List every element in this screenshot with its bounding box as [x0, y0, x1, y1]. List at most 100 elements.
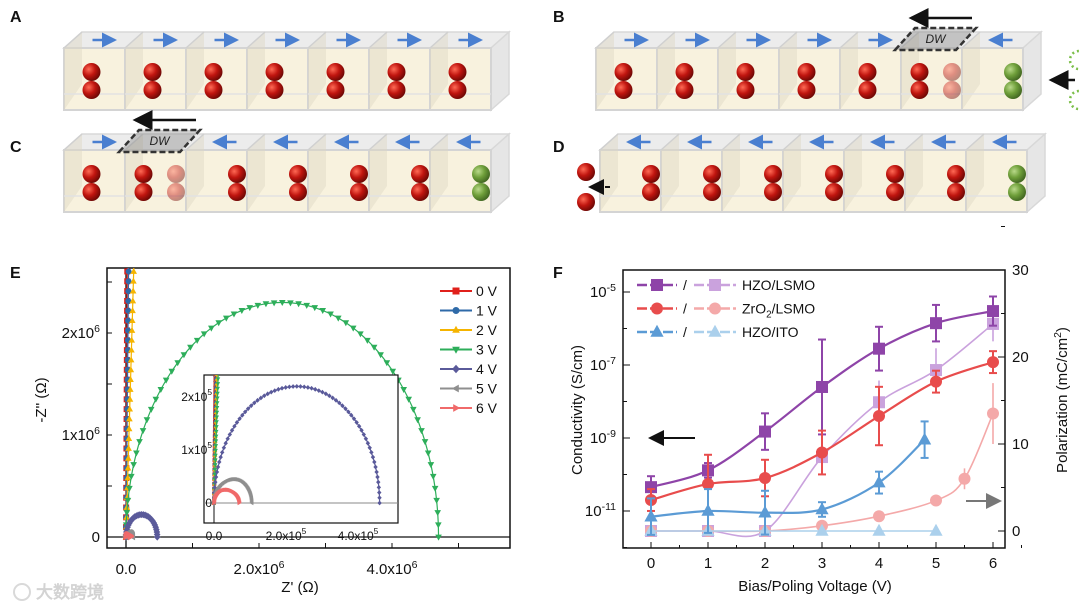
data-point: [124, 464, 132, 471]
cube-edge: [656, 31, 676, 49]
ion-sphere: [764, 183, 782, 201]
ion-sphere: [642, 165, 660, 183]
conductivity-point: [644, 509, 658, 522]
cube-wall: [247, 134, 265, 212]
data-point: [429, 473, 437, 480]
x-tick-label: 4.0x106: [367, 559, 418, 578]
data-point: [262, 301, 270, 308]
inset-x-tick-label-base: 2.0x10: [266, 529, 302, 543]
cube-wall: [430, 32, 448, 110]
y-tick-label-base: 0: [92, 529, 100, 546]
oxygen-vacancy-sphere: [1008, 165, 1026, 183]
conductivity-point: [759, 472, 771, 485]
x-tick-label: 2: [761, 555, 769, 572]
legend-item: 4 V: [440, 361, 498, 377]
inset-y-tick-label: 2x105: [181, 387, 212, 404]
data-point: [287, 300, 294, 307]
data-point: [125, 297, 132, 304]
legend-item: 0 V: [440, 283, 498, 299]
inset-x-tick-label: 2.0x105: [266, 526, 307, 543]
inset-x-tick-label-base: 0.0: [206, 529, 223, 543]
legend-item: 6 V: [440, 400, 498, 416]
data-point: [129, 307, 136, 314]
cube-edge: [782, 133, 802, 151]
y-tick-label-exp: -7: [607, 355, 616, 367]
data-point: [214, 410, 220, 415]
data-point: [249, 500, 254, 506]
x-tick-label: 6: [989, 555, 997, 572]
data-point: [421, 439, 429, 446]
x-axis-title: Z' (Ω): [281, 579, 318, 596]
data-point: [128, 473, 135, 480]
conductivity-point: [645, 481, 657, 494]
legend-separator: /: [683, 301, 687, 317]
cube-edge: [185, 133, 205, 151]
legend-marker-icon: [452, 346, 460, 354]
y-tick-label-exp: 6: [94, 323, 100, 335]
data-point: [219, 450, 225, 455]
conductivity-point: [815, 502, 829, 515]
data-point: [126, 405, 134, 412]
cube-wall: [962, 32, 980, 110]
ion-sphere: [448, 63, 467, 81]
data-point: [370, 344, 378, 351]
polarization-point: [930, 494, 942, 507]
ion-sphere: [289, 165, 307, 183]
cube-edge: [839, 31, 859, 49]
legend-marker-icon: [452, 307, 460, 314]
x-tick-label-base: 4.0x10: [367, 561, 412, 578]
data-point: [213, 474, 219, 480]
data-point: [405, 396, 413, 403]
ion-sphere: [797, 63, 816, 81]
data-point: [126, 385, 134, 392]
ion-sphere: [825, 165, 843, 183]
domain-wall-box: [116, 128, 203, 154]
legend-label: ZrO2/LSMO: [742, 301, 815, 321]
data-point: [248, 403, 254, 409]
data-point: [147, 406, 155, 413]
x-tick-label: 3: [818, 555, 826, 572]
conductivity-point: [872, 475, 886, 488]
cube-edge: [900, 31, 920, 49]
legend-item: / ZrO2/LSMO: [637, 301, 815, 321]
data-point: [213, 463, 218, 468]
legend-item: 2 V: [440, 322, 498, 338]
data-point: [365, 440, 371, 446]
ion-sphere: [350, 183, 368, 201]
conductivity-point: [987, 356, 999, 369]
legend-label: 1 V: [476, 303, 498, 319]
data-point: [127, 366, 135, 373]
domain-wall-diagrams: DW DW: [62, 8, 1080, 214]
data-point: [295, 301, 302, 308]
ion-sphere: [910, 63, 929, 81]
y-tick-label-base: 10: [590, 357, 607, 374]
data-point: [279, 385, 285, 391]
vacancy-outline: [1068, 89, 1080, 111]
polarization-point: [873, 510, 885, 523]
watermark: 大数跨境: [13, 582, 104, 603]
data-point: [383, 360, 391, 367]
data-point: [213, 453, 218, 458]
x-tick-label-base: 0.0: [116, 561, 137, 578]
data-point: [373, 464, 378, 470]
data-point: [153, 533, 161, 541]
y-tick-label: 10-9: [590, 428, 616, 447]
cube-edge: [599, 133, 619, 151]
data-point: [330, 395, 335, 401]
data-point: [214, 420, 219, 425]
data-point: [377, 500, 382, 506]
data-point: [124, 497, 132, 504]
cube-edge: [721, 133, 741, 151]
x-tick-label-exp: 6: [279, 559, 285, 571]
data-point: [208, 325, 215, 332]
oxygen-vacancy-sphere: [1004, 81, 1022, 99]
cube-edge: [368, 31, 388, 49]
data-point: [215, 464, 221, 470]
inset-y-tick-label-base: 0: [205, 496, 212, 510]
ion-sphere: [910, 81, 929, 99]
data-point: [162, 377, 170, 384]
y-tick-label: 2x106: [62, 323, 101, 342]
data-point: [127, 356, 135, 363]
data-point: [130, 277, 137, 284]
